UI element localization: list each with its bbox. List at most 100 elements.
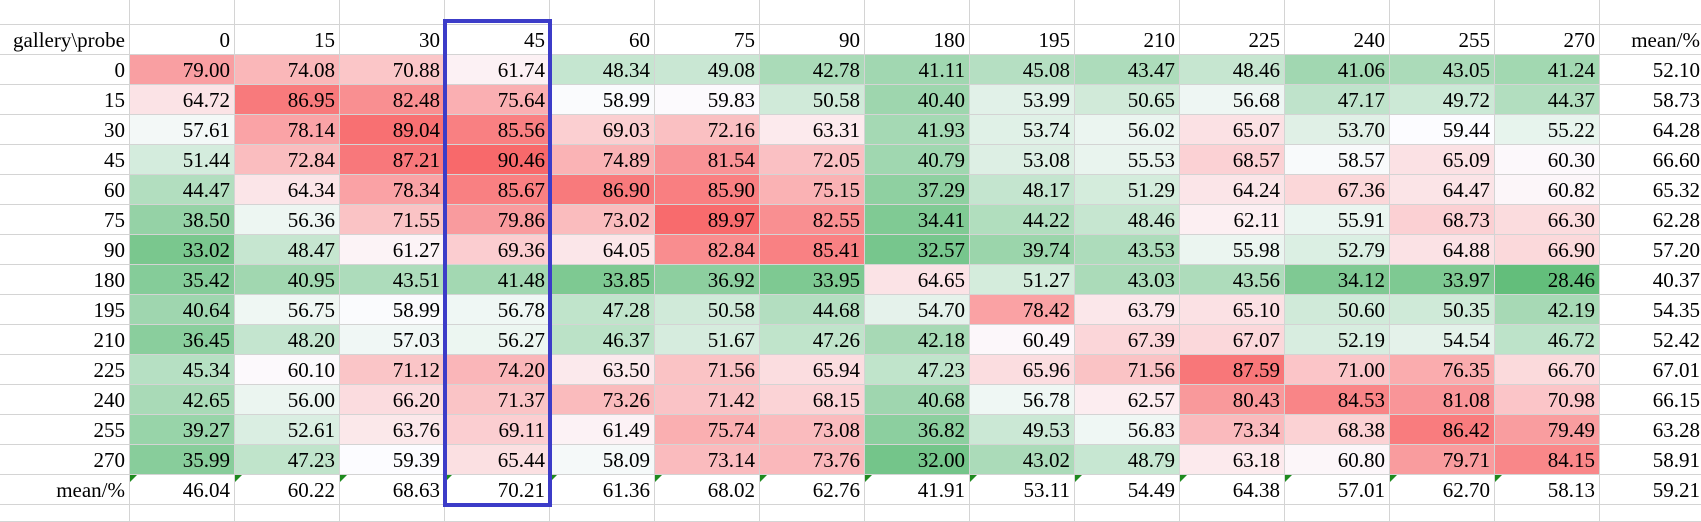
data-cell[interactable]: 45.34 [130, 355, 235, 385]
data-cell[interactable]: 49.08 [655, 55, 760, 85]
data-cell[interactable]: 64.34 [235, 175, 340, 205]
data-cell[interactable]: 47.28 [550, 295, 655, 325]
data-cell[interactable]: 68.38 [1285, 415, 1390, 445]
data-cell[interactable]: 63.18 [1180, 445, 1285, 475]
data-cell[interactable]: 78.34 [340, 175, 445, 205]
probe-header-cell[interactable]: 240 [1285, 25, 1390, 55]
data-cell[interactable]: 67.39 [1075, 325, 1180, 355]
empty-cell[interactable] [1285, 0, 1390, 25]
data-cell[interactable]: 52.19 [1285, 325, 1390, 355]
gallery-label-cell[interactable]: 240 [0, 385, 130, 415]
data-cell[interactable]: 60.80 [1285, 445, 1390, 475]
data-cell[interactable]: 56.02 [1075, 115, 1180, 145]
data-cell[interactable]: 65.44 [445, 445, 550, 475]
empty-cell[interactable] [340, 0, 445, 25]
probe-header-cell[interactable]: 15 [235, 25, 340, 55]
data-cell[interactable]: 74.89 [550, 145, 655, 175]
data-cell[interactable]: 63.31 [760, 115, 865, 145]
empty-cell[interactable] [1075, 505, 1180, 522]
data-cell[interactable]: 66.90 [1495, 235, 1600, 265]
column-mean-cell[interactable]: 41.91 [865, 475, 970, 505]
probe-header-cell[interactable]: 90 [760, 25, 865, 55]
data-cell[interactable]: 43.51 [340, 265, 445, 295]
data-cell[interactable]: 48.17 [970, 175, 1075, 205]
data-cell[interactable]: 53.74 [970, 115, 1075, 145]
column-mean-cell[interactable]: 62.70 [1390, 475, 1495, 505]
data-cell[interactable]: 43.53 [1075, 235, 1180, 265]
row-mean-cell[interactable]: 52.42 [1600, 325, 1701, 355]
data-cell[interactable]: 61.49 [550, 415, 655, 445]
data-cell[interactable]: 34.12 [1285, 265, 1390, 295]
data-cell[interactable]: 66.30 [1495, 205, 1600, 235]
data-cell[interactable]: 58.99 [550, 85, 655, 115]
data-cell[interactable]: 28.46 [1495, 265, 1600, 295]
column-mean-cell[interactable]: 57.01 [1285, 475, 1390, 505]
data-cell[interactable]: 56.27 [445, 325, 550, 355]
data-cell[interactable]: 68.57 [1180, 145, 1285, 175]
data-cell[interactable]: 39.74 [970, 235, 1075, 265]
data-cell[interactable]: 51.67 [655, 325, 760, 355]
data-cell[interactable]: 51.44 [130, 145, 235, 175]
probe-header-cell[interactable]: 45 [445, 25, 550, 55]
data-cell[interactable]: 40.79 [865, 145, 970, 175]
probe-header-cell[interactable]: 60 [550, 25, 655, 55]
data-cell[interactable]: 53.08 [970, 145, 1075, 175]
data-cell[interactable]: 58.09 [550, 445, 655, 475]
data-cell[interactable]: 44.47 [130, 175, 235, 205]
data-cell[interactable]: 49.72 [1390, 85, 1495, 115]
probe-header-cell[interactable]: 75 [655, 25, 760, 55]
data-cell[interactable]: 73.08 [760, 415, 865, 445]
empty-cell[interactable] [1495, 0, 1600, 25]
data-cell[interactable]: 87.21 [340, 145, 445, 175]
data-cell[interactable]: 47.26 [760, 325, 865, 355]
data-cell[interactable]: 48.20 [235, 325, 340, 355]
data-cell[interactable]: 79.00 [130, 55, 235, 85]
empty-cell[interactable] [1600, 505, 1701, 522]
empty-cell[interactable] [1390, 0, 1495, 25]
data-cell[interactable]: 84.53 [1285, 385, 1390, 415]
data-cell[interactable]: 47.23 [235, 445, 340, 475]
row-mean-cell[interactable]: 65.32 [1600, 175, 1701, 205]
column-mean-cell[interactable]: 53.11 [970, 475, 1075, 505]
data-cell[interactable]: 63.79 [1075, 295, 1180, 325]
data-cell[interactable]: 44.22 [970, 205, 1075, 235]
data-cell[interactable]: 68.73 [1390, 205, 1495, 235]
data-cell[interactable]: 39.27 [130, 415, 235, 445]
data-cell[interactable]: 73.26 [550, 385, 655, 415]
gallery-label-cell[interactable]: 30 [0, 115, 130, 145]
data-cell[interactable]: 48.34 [550, 55, 655, 85]
probe-header-cell[interactable]: 30 [340, 25, 445, 55]
empty-cell[interactable] [445, 0, 550, 25]
row-mean-cell[interactable]: 63.28 [1600, 415, 1701, 445]
data-cell[interactable]: 50.35 [1390, 295, 1495, 325]
data-cell[interactable]: 42.19 [1495, 295, 1600, 325]
data-cell[interactable]: 86.95 [235, 85, 340, 115]
data-cell[interactable]: 45.08 [970, 55, 1075, 85]
data-cell[interactable]: 64.65 [865, 265, 970, 295]
column-mean-cell[interactable]: 70.21 [445, 475, 550, 505]
data-cell[interactable]: 60.82 [1495, 175, 1600, 205]
data-cell[interactable]: 82.48 [340, 85, 445, 115]
data-cell[interactable]: 36.82 [865, 415, 970, 445]
data-cell[interactable]: 51.27 [970, 265, 1075, 295]
data-cell[interactable]: 72.16 [655, 115, 760, 145]
data-cell[interactable]: 63.50 [550, 355, 655, 385]
data-cell[interactable]: 34.41 [865, 205, 970, 235]
data-cell[interactable]: 46.37 [550, 325, 655, 355]
empty-cell[interactable] [130, 0, 235, 25]
empty-cell[interactable] [1285, 505, 1390, 522]
column-mean-cell[interactable]: 64.38 [1180, 475, 1285, 505]
data-cell[interactable]: 71.00 [1285, 355, 1390, 385]
data-cell[interactable]: 65.09 [1390, 145, 1495, 175]
column-mean-cell[interactable]: 54.49 [1075, 475, 1180, 505]
data-cell[interactable]: 72.84 [235, 145, 340, 175]
data-cell[interactable]: 63.76 [340, 415, 445, 445]
data-cell[interactable]: 81.54 [655, 145, 760, 175]
data-cell[interactable]: 60.49 [970, 325, 1075, 355]
data-cell[interactable]: 64.24 [1180, 175, 1285, 205]
data-cell[interactable]: 48.79 [1075, 445, 1180, 475]
row-mean-cell[interactable]: 54.35 [1600, 295, 1701, 325]
data-cell[interactable]: 69.03 [550, 115, 655, 145]
data-cell[interactable]: 60.10 [235, 355, 340, 385]
data-cell[interactable]: 61.27 [340, 235, 445, 265]
